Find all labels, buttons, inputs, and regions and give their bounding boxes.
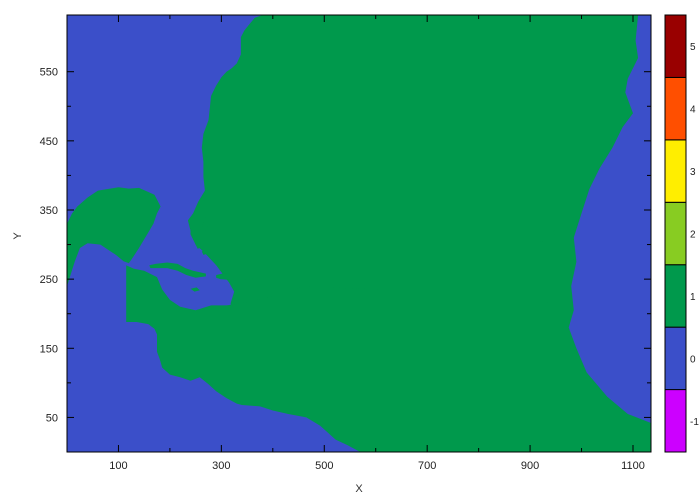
colorbar-label: 4 (690, 105, 696, 116)
colorbar-swatch (664, 14, 687, 78)
colorbar-swatch (664, 76, 687, 141)
region-island-1 (542, 299, 548, 305)
y-tick-label: 50 (46, 412, 58, 424)
colorbar: -1 0 1 2 3 4 5 (664, 14, 699, 453)
region-puerto-rico (244, 277, 254, 281)
colorbar-label: 1 (690, 292, 696, 303)
plot-frame (66, 14, 652, 453)
region-island-3 (551, 230, 556, 235)
region-bahamas-1 (195, 243, 202, 249)
axis-tick-labels: 100 300 500 700 900 1100 50 150 250 350 450 550 (40, 67, 645, 472)
colorbar-swatch (664, 201, 687, 266)
y-axis-label: Y (12, 232, 24, 240)
colorbar-swatch (664, 326, 687, 391)
colorbar-label: 2 (690, 230, 696, 241)
x-tick-label: 100 (109, 460, 127, 472)
x-tick-label: 500 (315, 460, 333, 472)
y-tick-label: 150 (40, 343, 58, 355)
region-peninsula (201, 216, 209, 233)
colorbar-label: 5 (690, 42, 696, 53)
region-island-2 (540, 237, 545, 242)
colorbar-swatch (664, 264, 687, 328)
x-axis-label: X (355, 483, 363, 495)
y-tick-label: 250 (40, 274, 58, 286)
colorbar-swatch (664, 389, 687, 453)
plot-area (66, 14, 652, 453)
region-cuba (149, 262, 206, 278)
y-tick-label: 550 (40, 67, 58, 79)
x-tick-label: 900 (521, 460, 539, 472)
colorbar-label: -1 (690, 417, 699, 428)
colorbar-swatch (664, 139, 687, 203)
y-tick-label: 450 (40, 136, 58, 148)
region-gulf-landmass (67, 187, 161, 311)
colorbar-label: 3 (690, 167, 696, 178)
axis-ticks (67, 15, 651, 452)
x-tick-label: 300 (212, 460, 230, 472)
x-tick-label: 700 (418, 460, 436, 472)
land-regions (67, 15, 651, 452)
region-south-landmass (126, 265, 379, 452)
region-bahamas-2 (201, 249, 208, 255)
colorbar-label: 0 (690, 354, 696, 365)
x-tick-label: 1100 (621, 460, 645, 472)
region-hispaniola (216, 273, 238, 281)
y-tick-label: 350 (40, 205, 58, 217)
region-jamaica (190, 287, 200, 292)
